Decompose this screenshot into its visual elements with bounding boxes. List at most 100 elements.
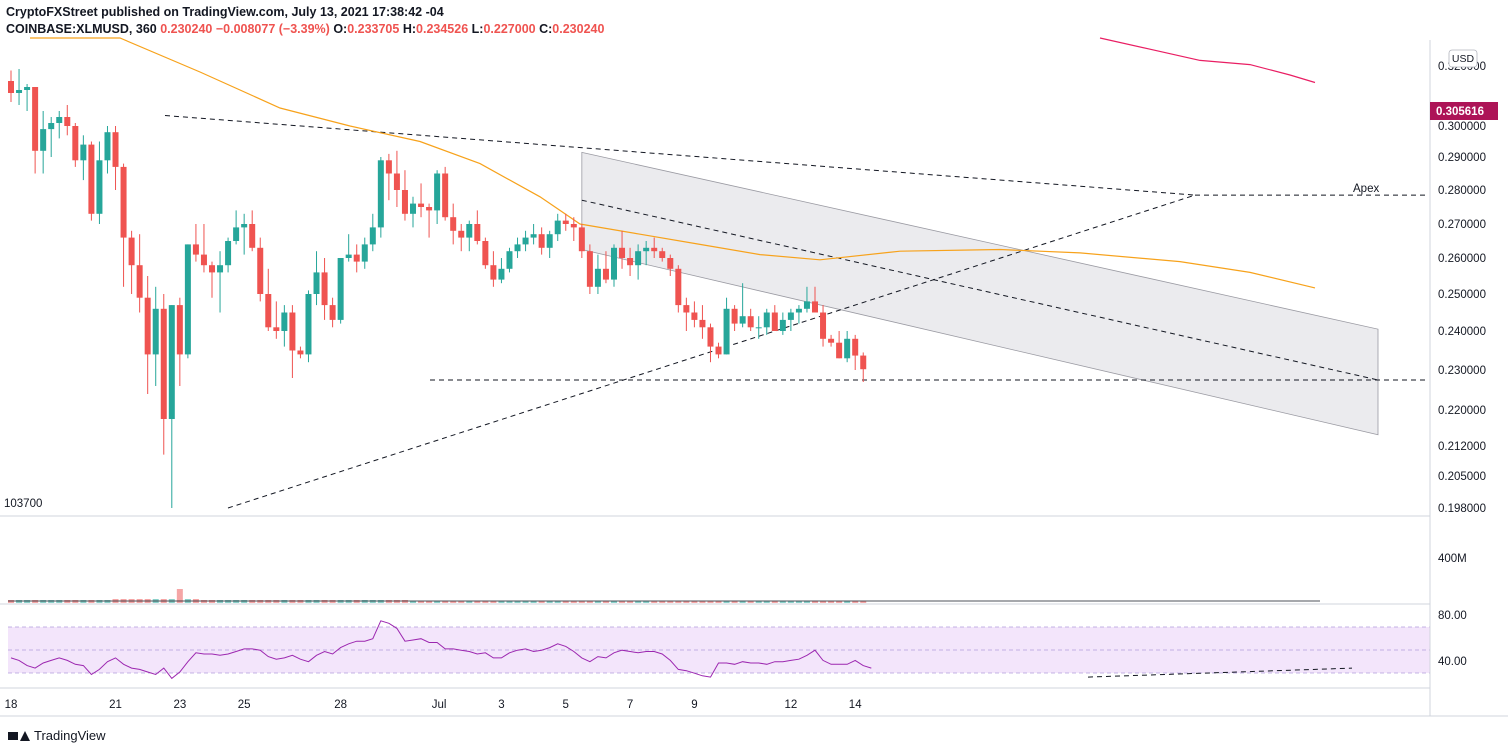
volume-bar: [482, 601, 489, 603]
candle-body: [474, 224, 481, 241]
candle-body: [442, 173, 449, 218]
volume-bar: [659, 601, 666, 603]
volume-bar: [418, 601, 425, 603]
time-tick-label: 28: [334, 699, 347, 711]
candle-body: [763, 312, 770, 328]
volume-bar: [466, 601, 473, 603]
price-tick-label: 0.240000: [1438, 326, 1486, 338]
candle-body: [434, 173, 441, 211]
candle-body: [731, 308, 738, 324]
volume-bar: [289, 600, 296, 603]
time-tick-label: 21: [109, 699, 122, 711]
candle-body: [490, 265, 497, 280]
rsi-tick-label: 80.00: [1438, 610, 1467, 622]
volume-bar: [562, 601, 569, 603]
candle-body: [184, 244, 191, 355]
volume-bar: [241, 600, 248, 603]
candle-body: [820, 312, 827, 339]
candle-body: [828, 338, 835, 343]
volume-bar: [450, 601, 457, 603]
candle-body: [249, 224, 256, 248]
volume-bar: [353, 600, 360, 603]
time-tick-label: 9: [691, 699, 697, 711]
candle-body: [554, 220, 561, 235]
candle-body: [755, 327, 762, 329]
candle-body: [144, 297, 151, 355]
volume-bar: [506, 601, 513, 603]
volume-bar: [257, 600, 264, 603]
price-badge: [1430, 102, 1498, 120]
candle-body: [297, 350, 304, 355]
candle-body: [241, 224, 248, 228]
candle-body: [586, 251, 593, 287]
candle-body: [611, 247, 617, 280]
candle-body: [209, 265, 215, 273]
volume-bar: [209, 600, 215, 603]
rsi-divergence-line: [1087, 667, 1353, 678]
left-edge-label: 103700: [4, 498, 42, 510]
candle-body: [498, 268, 505, 280]
candle-body: [594, 268, 601, 287]
volume-bar: [546, 601, 553, 603]
volume-bar: [329, 600, 336, 603]
volume-bar: [820, 601, 827, 603]
volume-bar: [530, 601, 537, 603]
price-tick-label: 0.250000: [1438, 289, 1486, 301]
price-tick-label: 0.198000: [1438, 503, 1486, 515]
candle-body: [32, 87, 39, 151]
candle-body: [602, 268, 609, 280]
candle-body: [136, 265, 143, 298]
volume-bar: [458, 601, 465, 603]
footer-brand: TradingView: [34, 728, 106, 743]
candle-body: [329, 305, 336, 320]
volume-bar: [498, 601, 505, 603]
volume-bar: [321, 600, 328, 603]
volume-bar: [490, 601, 497, 603]
candle-body: [160, 308, 167, 419]
volume-bar: [434, 601, 441, 603]
time-tick-label: 5: [563, 699, 569, 711]
candle-body: [56, 117, 63, 123]
candle-body: [530, 234, 537, 238]
candle-body: [152, 308, 159, 355]
candle-body: [771, 312, 778, 331]
rsi-tick-label: 40.00: [1438, 656, 1467, 668]
close-label: C:: [539, 22, 553, 36]
time-tick-label: Jul: [432, 699, 447, 711]
volume-bar: [281, 600, 288, 603]
candle-body: [281, 312, 288, 331]
candle-body: [40, 129, 47, 151]
candle-body: [257, 247, 264, 294]
candle-body: [8, 81, 14, 93]
candle-body: [200, 254, 207, 266]
volume-bar: [32, 600, 39, 603]
volume-bar: [72, 600, 79, 603]
volume-bar: [651, 601, 658, 603]
close-value: 0.230240: [552, 22, 605, 36]
candle-body: [273, 327, 280, 331]
high-value: 0.234526: [416, 22, 469, 36]
candle-body: [458, 230, 465, 238]
candle-body: [699, 319, 706, 328]
candle-body: [313, 272, 320, 294]
footer: TradingView: [8, 728, 106, 743]
volume-bar: [393, 600, 400, 603]
rising-trendline: [227, 194, 1196, 509]
candle-body: [120, 166, 127, 238]
candle-body: [803, 301, 810, 309]
candle-body: [787, 312, 794, 320]
volume-bar: [731, 601, 738, 603]
candle-body: [410, 203, 416, 214]
volume-bar: [442, 601, 449, 603]
candle-body: [643, 247, 650, 252]
candle-body: [651, 247, 658, 252]
volume-bar: [88, 600, 95, 603]
volume-bar: [265, 600, 272, 603]
volume-bar: [699, 601, 706, 603]
candle-body: [104, 132, 111, 161]
volume-bar: [401, 600, 408, 603]
candle-body: [345, 254, 352, 258]
candle-body: [683, 305, 690, 313]
volume-bar: [554, 601, 561, 603]
